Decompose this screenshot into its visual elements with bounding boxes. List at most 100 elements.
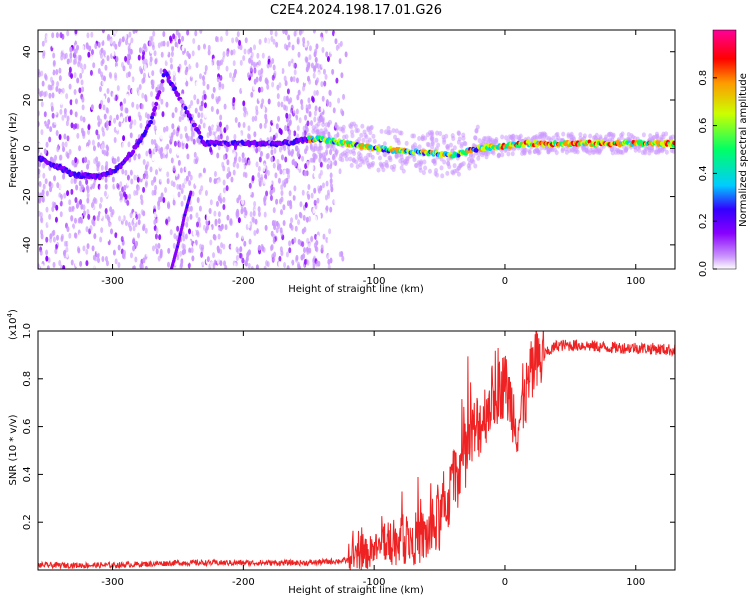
spectrogram-cell bbox=[261, 98, 265, 105]
spectrogram-cell bbox=[216, 152, 220, 159]
spectrogram-cell bbox=[278, 261, 282, 268]
spectrogram-cell bbox=[76, 91, 80, 98]
spectrogram-cell bbox=[55, 86, 59, 93]
spectrogram-cell bbox=[38, 256, 42, 263]
spectrogram-cell bbox=[334, 38, 338, 45]
spectrogram-cell bbox=[181, 249, 185, 256]
spectrogram-cell bbox=[124, 169, 128, 176]
spectrogram-cell bbox=[269, 30, 273, 36]
spectrogram-cell bbox=[247, 222, 251, 229]
colorbar-tick-label: 0.6 bbox=[698, 118, 709, 134]
spectrogram-cell bbox=[59, 32, 63, 39]
spectrogram-cell bbox=[159, 133, 163, 140]
spectrogram-cell bbox=[245, 255, 249, 262]
spectrogram-cell bbox=[91, 218, 95, 225]
spectrogram-cell bbox=[317, 71, 321, 78]
spectrogram-cell bbox=[166, 40, 170, 47]
spectrogram-cell bbox=[118, 215, 122, 222]
spectrogram-cell bbox=[277, 101, 281, 108]
spectrogram-cell bbox=[209, 199, 213, 206]
spectrogram-cell bbox=[180, 122, 184, 129]
spectrogram-cell bbox=[174, 46, 178, 53]
spectrogram-cell bbox=[398, 130, 403, 136]
colorbar-tick-label: 0.2 bbox=[698, 213, 709, 229]
spectrogram-cell bbox=[325, 51, 329, 58]
spectrogram-cell bbox=[66, 115, 70, 122]
spectrogram-cell bbox=[86, 32, 90, 39]
spectrogram-cell bbox=[288, 30, 292, 37]
spectrogram-cell bbox=[38, 168, 41, 175]
spectrogram-cell bbox=[185, 175, 189, 182]
spectrogram-cell bbox=[133, 174, 137, 181]
spectrogram-cell bbox=[150, 138, 154, 145]
spectrogram-cell bbox=[55, 130, 59, 137]
spectrogram-cell bbox=[99, 196, 103, 203]
spectrogram-cell bbox=[544, 135, 549, 141]
spectrogram-cell bbox=[197, 112, 201, 119]
spectrogram-cell bbox=[290, 107, 294, 114]
spectrogram-cell bbox=[361, 159, 366, 165]
spectrogram-cell bbox=[283, 75, 287, 82]
spectrogram-cell bbox=[100, 164, 104, 171]
spectrogram-cell bbox=[66, 226, 70, 233]
spectrogram-cell bbox=[309, 263, 313, 269]
spectrogram-cell bbox=[244, 65, 248, 72]
spectrogram-cell bbox=[338, 58, 342, 65]
spectrogram-cell bbox=[41, 80, 45, 87]
x-tick-label: -200 bbox=[232, 577, 255, 588]
spectrogram-cell bbox=[299, 212, 303, 219]
spectrogram-cell bbox=[319, 89, 323, 96]
spectrogram-cell bbox=[119, 181, 123, 188]
spectrogram-cell bbox=[140, 103, 144, 110]
spectrogram-cell bbox=[649, 148, 654, 154]
spectrogram-cell bbox=[216, 36, 220, 43]
spectrogram-cell bbox=[366, 152, 371, 158]
spectrogram-cell bbox=[272, 64, 276, 71]
spectrogram-cell bbox=[121, 142, 125, 149]
spectrogram-cell bbox=[174, 106, 178, 113]
spectrogram-cell bbox=[43, 91, 47, 98]
spectrogram-cell bbox=[63, 249, 67, 256]
spectrogram-cell bbox=[85, 248, 89, 255]
spectrogram-cell bbox=[641, 132, 646, 138]
spectrogram-cell bbox=[327, 217, 331, 224]
spectrogram-cell bbox=[302, 71, 306, 78]
spectrogram-cell bbox=[410, 133, 415, 139]
spectrogram-cell bbox=[569, 131, 574, 137]
spectrogram-cell bbox=[74, 196, 78, 203]
spectrogram-cell bbox=[286, 218, 290, 225]
spectrogram-cell bbox=[77, 49, 81, 56]
spectrogram-cell bbox=[241, 85, 245, 92]
spectrogram-cell bbox=[303, 170, 307, 177]
spectrogram-cell bbox=[146, 136, 150, 143]
spectrogram-cell bbox=[79, 115, 83, 122]
spectrogram-cell bbox=[493, 138, 498, 144]
spectrogram-cell bbox=[50, 182, 54, 189]
spectrogram-cell bbox=[248, 134, 252, 141]
spectrogram-cell bbox=[157, 42, 161, 49]
spectrogram-cell bbox=[325, 180, 329, 187]
spectrogram-cell bbox=[142, 223, 146, 230]
spectrogram-cell bbox=[328, 228, 332, 235]
spectrogram-cell bbox=[167, 261, 171, 268]
spectrogram-cell bbox=[619, 135, 624, 141]
spectrogram-cell bbox=[258, 189, 262, 196]
spectrogram-cell bbox=[63, 107, 67, 114]
spectrogram-cell bbox=[51, 206, 55, 213]
spectrogram-cell bbox=[85, 226, 89, 233]
spectrogram-cell bbox=[184, 233, 188, 240]
spectrogram-cell bbox=[137, 219, 141, 226]
spectrogram-cell bbox=[320, 36, 324, 43]
spectrogram-cell bbox=[243, 240, 247, 247]
spectrogram-cell bbox=[195, 62, 199, 69]
spectrogram-cell bbox=[358, 162, 363, 168]
spectrogram-cell bbox=[78, 145, 82, 152]
spectrogram-cell bbox=[201, 219, 205, 226]
spectrogram-cell bbox=[342, 134, 347, 140]
spectrogram-cell bbox=[115, 125, 119, 132]
spectrogram-cell bbox=[275, 227, 279, 234]
spectrogram-cell bbox=[414, 163, 419, 169]
spectrogram-cell bbox=[200, 185, 204, 192]
spectrogram-cell bbox=[214, 218, 218, 225]
